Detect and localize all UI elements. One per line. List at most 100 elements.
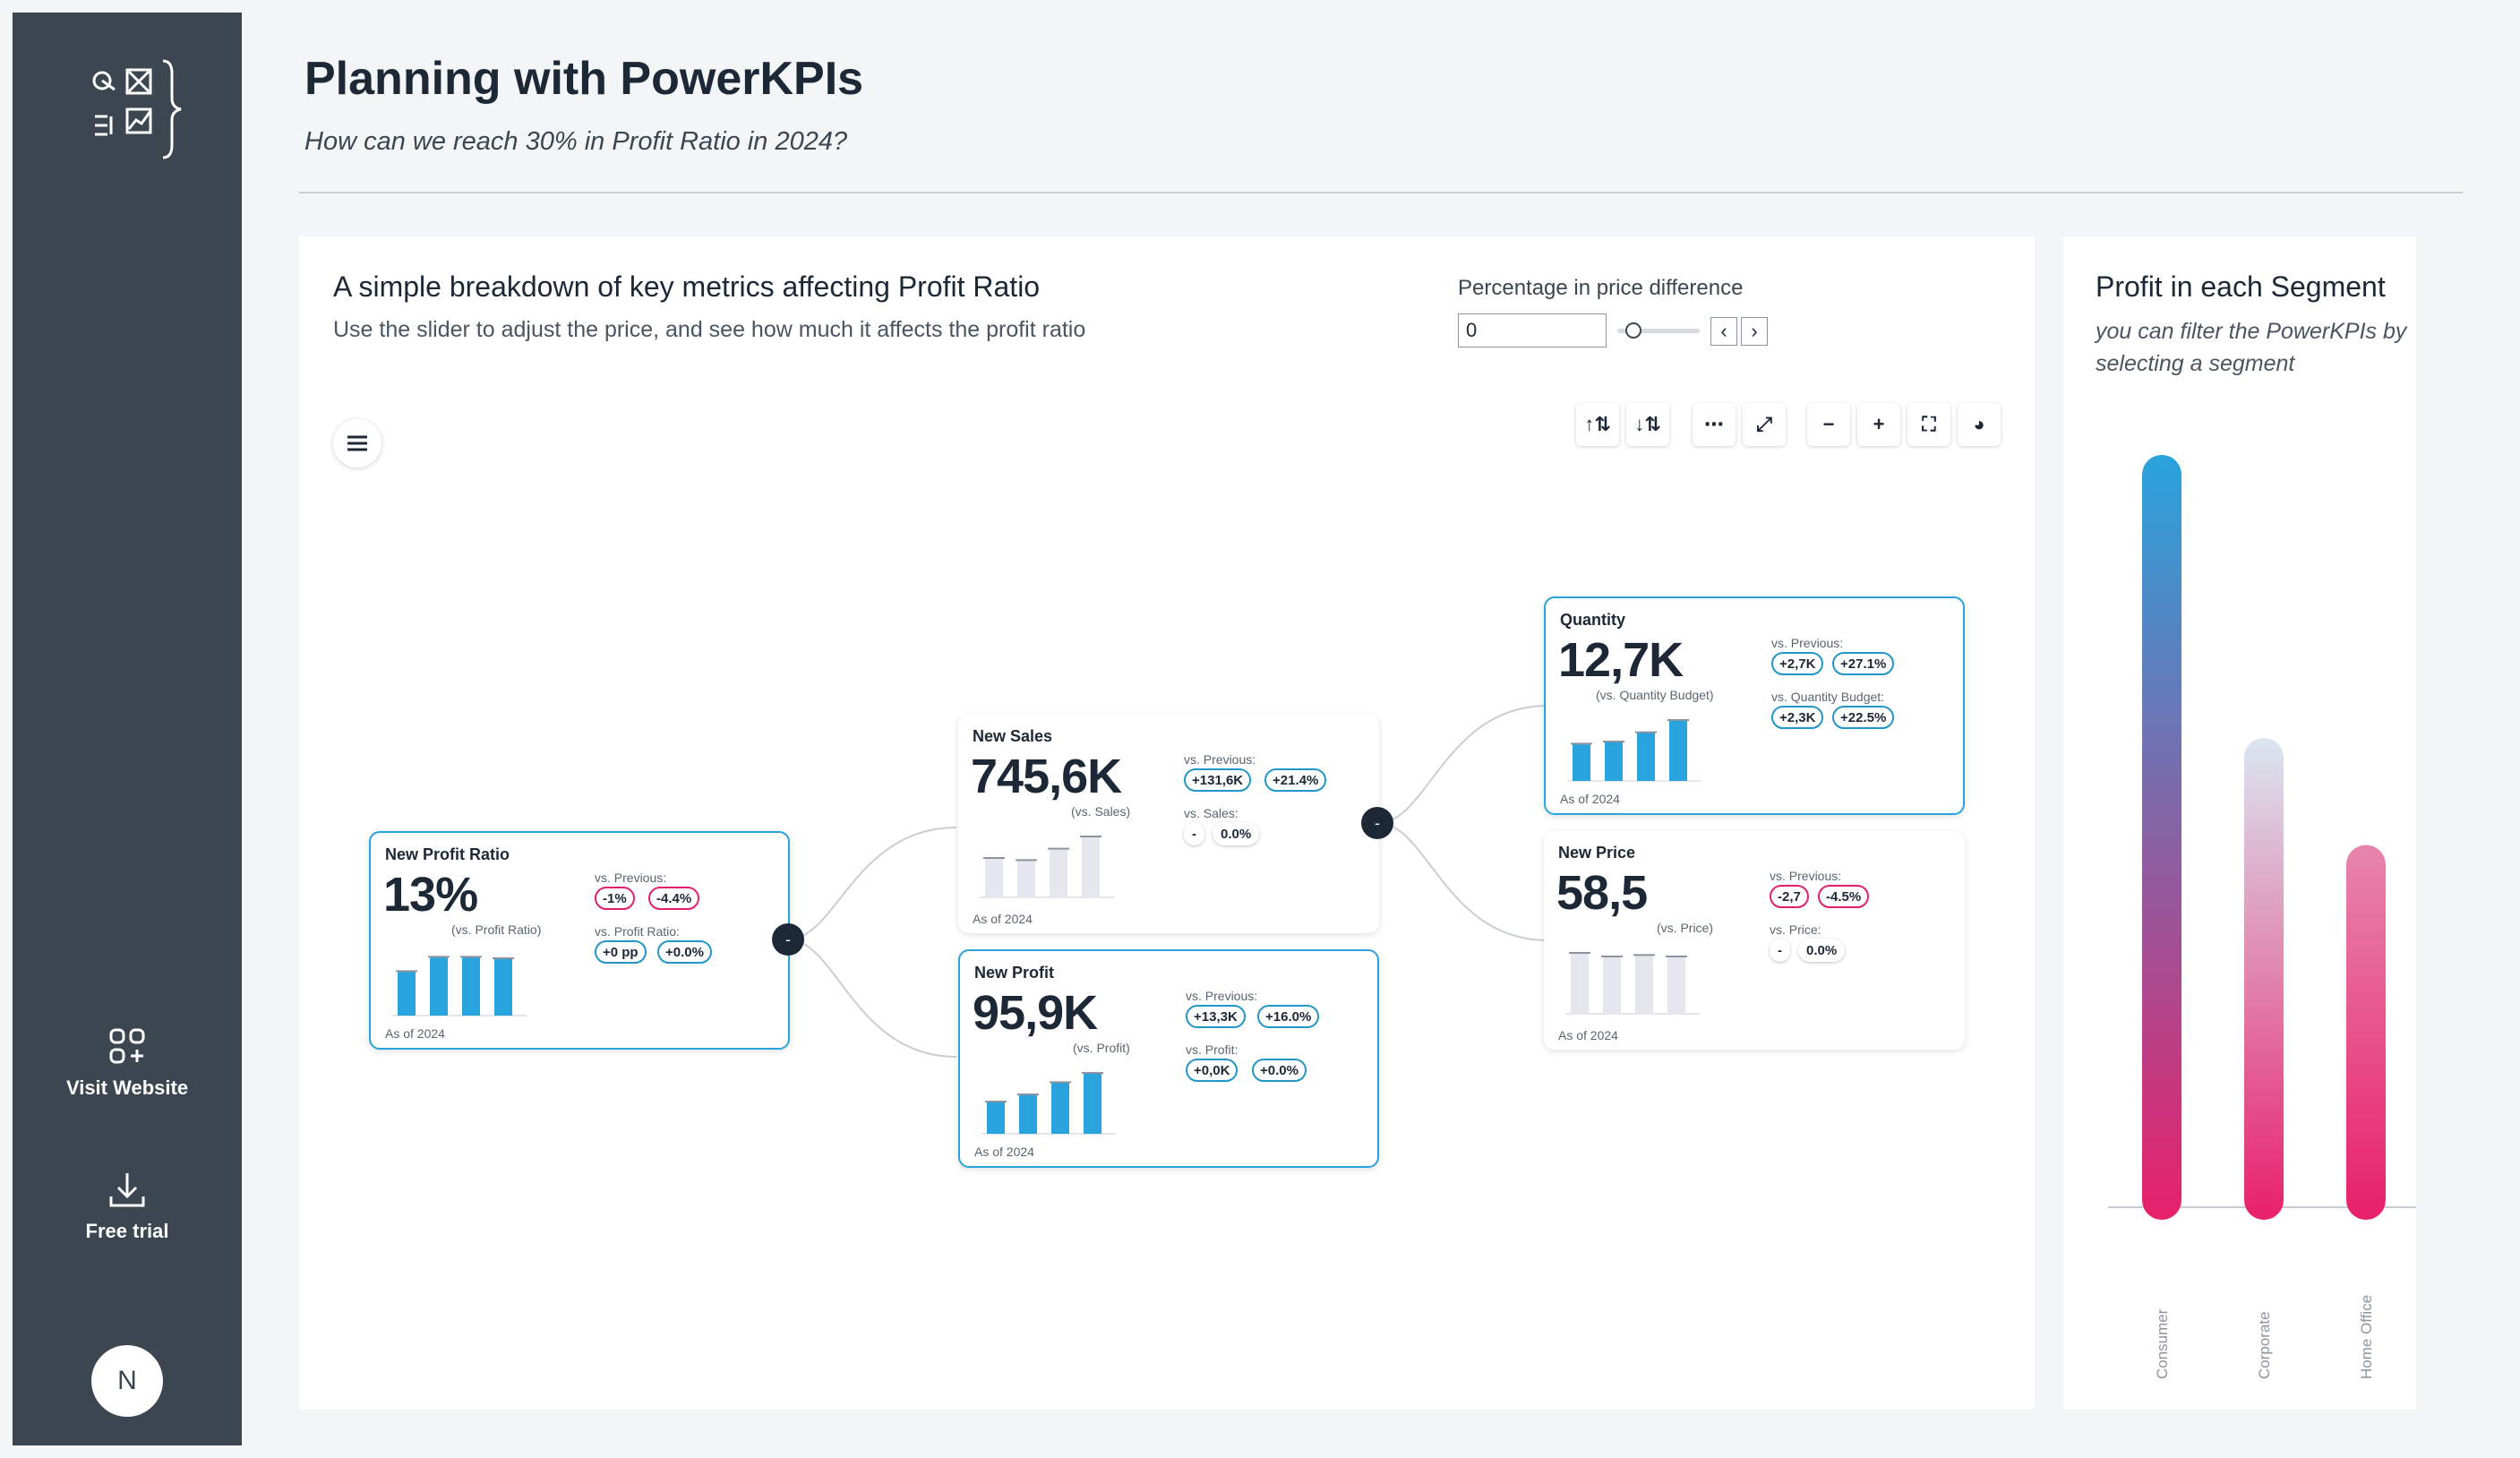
page-subtitle: How can we reach 30% in Profit Ratio in …: [304, 127, 848, 156]
free-trial-link[interactable]: Free trial: [13, 1168, 242, 1243]
palette-button[interactable]: ◕: [1958, 403, 2001, 446]
card-value: 95,9K: [973, 986, 1098, 1040]
delta-pill: -2,7: [1770, 885, 1809, 908]
card-value: 58,5: [1556, 866, 1648, 920]
target-delta-pct-pill: 0.0%: [1213, 822, 1260, 845]
kpi-card-sales[interactable]: New Sales 745,6K (vs. Sales) vs. Previou…: [958, 715, 1379, 933]
mini-chart-bar: [1019, 1094, 1037, 1134]
sort-descending-button[interactable]: ↓⇅: [1626, 403, 1669, 446]
target-delta-pill: +2,3K: [1771, 706, 1824, 729]
target-delta-pill: +0,0K: [1186, 1059, 1239, 1082]
card-value: 13%: [383, 868, 478, 922]
download-icon: [109, 1173, 145, 1207]
visit-website-label: Visit Website: [65, 1076, 189, 1099]
palette-icon: ◕: [1973, 413, 1985, 435]
vs-target-label: vs. Price:: [1770, 922, 1821, 937]
kpi-card-profit-ratio[interactable]: New Profit Ratio 13% (vs. Profit Ratio) …: [369, 831, 790, 1050]
mini-chart-bar: [1667, 956, 1685, 1014]
delta-pct-pill: +27.1%: [1832, 652, 1895, 675]
panel-subtitle: Use the slider to adjust the price, and …: [333, 317, 1086, 342]
tree-connectors: [787, 705, 1548, 1058]
layout-dots-button[interactable]: ⋯: [1693, 403, 1736, 446]
fullscreen-icon: ⛶: [1922, 413, 1936, 435]
mini-chart-bar: [1051, 1082, 1069, 1134]
card-comparison-label: (vs. Price): [1657, 921, 1713, 935]
kpi-card-profit[interactable]: New Profit 95,9K (vs. Profit) vs. Previo…: [958, 949, 1379, 1168]
segment-tick-label: Consumer: [2154, 1308, 2171, 1379]
vs-previous-label: vs. Previous:: [1770, 869, 1842, 883]
kpi-card-quantity[interactable]: Quantity 12,7K (vs. Quantity Budget) vs.…: [1544, 596, 1965, 815]
expand-button[interactable]: ⤢: [1743, 403, 1786, 446]
slider-handle[interactable]: [1625, 322, 1642, 339]
vs-previous-label: vs. Previous:: [1186, 989, 1258, 1003]
menu-button[interactable]: [333, 419, 381, 467]
card-comparison-label: (vs. Profit): [1073, 1041, 1130, 1055]
as-of-label: As of 2024: [973, 912, 1033, 926]
sidebar: Visit Website Free trial N: [13, 13, 242, 1445]
card-title: New Price: [1558, 844, 1636, 862]
segment-tick-label: Corporate: [2256, 1311, 2273, 1379]
target-delta-pct-pill: +22.5%: [1832, 706, 1895, 729]
mini-chart-bar: [1669, 720, 1687, 781]
as-of-label: As of 2024: [974, 1145, 1034, 1159]
price-difference-input[interactable]: [1458, 313, 1607, 347]
vs-previous-label: vs. Previous:: [595, 871, 667, 885]
card-title: New Profit Ratio: [385, 845, 510, 863]
mini-chart-bar: [430, 956, 448, 1016]
grid-dots-icon: ⋯: [1704, 413, 1724, 435]
mini-bar-chart: [1567, 719, 1701, 782]
sort-ascending-icon: ↑⇅: [1584, 413, 1611, 435]
avatar[interactable]: N: [91, 1345, 163, 1417]
zoom-out-button[interactable]: −: [1807, 403, 1850, 446]
increment-button[interactable]: ›: [1741, 317, 1768, 346]
as-of-label: As of 2024: [1560, 792, 1620, 806]
mini-chart-bar: [462, 956, 480, 1016]
delta-pct-pill: +16.0%: [1257, 1005, 1320, 1028]
card-title: New Profit: [974, 964, 1055, 982]
fullscreen-button[interactable]: ⛶: [1907, 403, 1950, 446]
card-title: New Sales: [973, 727, 1053, 745]
sort-descending-icon: ↓⇅: [1634, 413, 1661, 435]
powerkpis-logo-icon[interactable]: [75, 54, 192, 170]
segment-panel: Profit in each Segment you can filter th…: [2063, 236, 2416, 1410]
target-delta-pill: +0 pp: [595, 940, 647, 964]
vs-target-label: vs. Sales:: [1184, 806, 1239, 820]
segment-bar-corporate: [2244, 737, 2284, 1220]
segment-subtitle: you can filter the PowerKPIs by selectin…: [2096, 319, 2407, 376]
segment-bar-home-office: [2346, 845, 2386, 1220]
parameter-label: Percentage in price difference: [1458, 276, 1744, 300]
mini-chart-bar: [1017, 860, 1035, 897]
delta-pill: +131,6K: [1184, 768, 1252, 792]
mini-chart-bar: [1082, 836, 1100, 897]
target-delta-pill: -: [1770, 939, 1790, 962]
target-delta-pct-pill: +0.0%: [1252, 1059, 1307, 1082]
page-title: Planning with PowerKPIs: [304, 53, 864, 105]
zoom-in-button[interactable]: +: [1857, 403, 1900, 446]
segment-title: Profit in each Segment: [2096, 270, 2386, 303]
delta-pct-pill: -4.4%: [648, 887, 700, 910]
mini-chart-bar: [1605, 742, 1623, 781]
free-trial-label: Free trial: [85, 1220, 169, 1242]
collapse-node-button[interactable]: -: [1361, 807, 1393, 839]
kpi-tree-panel: A simple breakdown of key metrics affect…: [299, 236, 2035, 1410]
card-value: 12,7K: [1558, 633, 1684, 687]
price-difference-slider[interactable]: [1617, 329, 1700, 333]
decrement-button[interactable]: ‹: [1710, 317, 1737, 346]
visit-website-link[interactable]: Visit Website: [13, 1025, 242, 1100]
segment-bar-chart[interactable]: Consumer Corporate Home Office: [2063, 236, 2416, 1410]
collapse-node-button[interactable]: -: [772, 923, 804, 956]
mini-chart-bar: [398, 971, 416, 1016]
vs-target-label: vs. Profit:: [1186, 1042, 1239, 1057]
vs-previous-label: vs. Previous:: [1771, 636, 1844, 650]
target-delta-pct-pill: +0.0%: [657, 940, 712, 964]
kpi-card-price[interactable]: New Price 58,5 (vs. Price) vs. Previous:…: [1544, 831, 1965, 1050]
sort-ascending-button[interactable]: ↑⇅: [1576, 403, 1619, 446]
panel-title: A simple breakdown of key metrics affect…: [333, 270, 1041, 303]
mini-chart-bar: [1050, 848, 1067, 897]
vs-previous-label: vs. Previous:: [1184, 752, 1256, 767]
delta-pct-pill: -4.5%: [1818, 885, 1870, 908]
delta-pill: +2,7K: [1771, 652, 1824, 675]
zoom-out-icon: −: [1822, 413, 1835, 435]
mini-bar-chart: [981, 1072, 1116, 1135]
vs-target-label: vs. Quantity Budget:: [1771, 690, 1885, 704]
